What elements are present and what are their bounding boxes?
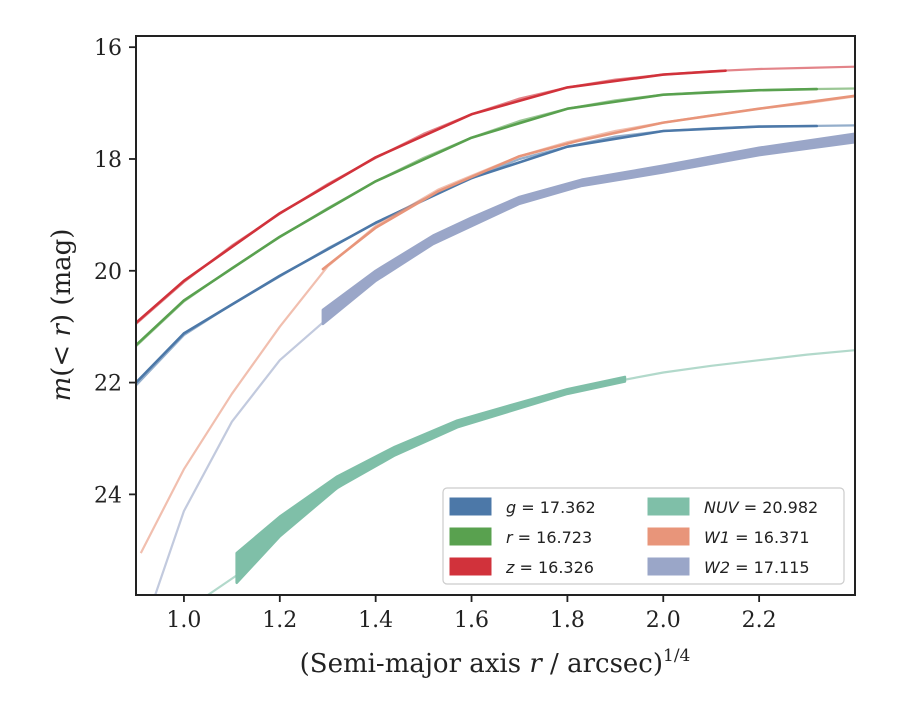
legend-swatch-r xyxy=(449,527,492,546)
x-tick-label: 1.0 xyxy=(166,608,201,633)
legend-swatch-z xyxy=(449,557,492,576)
legend-swatch-w2 xyxy=(647,557,690,576)
legend-frame xyxy=(442,487,845,585)
y-axis: 16 18 20 22 24 xyxy=(94,36,136,508)
x-tick-label: 1.6 xyxy=(454,608,489,633)
x-tick-label: 2.2 xyxy=(742,608,777,633)
x-tick-label: 2.0 xyxy=(646,608,681,633)
y-tick-label: 22 xyxy=(94,372,122,397)
measured-band-w2 xyxy=(321,132,855,326)
legend-swatch-g xyxy=(449,497,492,516)
legend-label-r: r = 16.723 xyxy=(506,528,592,547)
y-tick-label: 16 xyxy=(94,36,122,61)
legend-label-w1: W1 = 16.371 xyxy=(704,528,810,547)
x-axis: 1.0 1.2 1.4 1.6 1.8 2.0 2.2 xyxy=(166,595,777,633)
x-tick-label: 1.8 xyxy=(550,608,585,633)
y-tick-label: 24 xyxy=(94,483,122,508)
legend-swatch-w1 xyxy=(647,527,690,546)
measured-band-nuv xyxy=(235,375,627,584)
legend-label-z: z = 16.326 xyxy=(505,558,594,577)
legend-label-w2: W2 = 17.115 xyxy=(704,558,810,577)
y-tick-label: 18 xyxy=(94,148,122,173)
measured-band-g xyxy=(136,124,818,384)
legend-swatch-nuv xyxy=(647,497,690,516)
legend-label-nuv: NUV = 20.982 xyxy=(704,498,818,517)
legend: g = 17.362 r = 16.723 z = 16.326 NUV = 20.9… xyxy=(442,487,845,585)
y-axis-label: m(< r) (mag) xyxy=(47,229,77,402)
x-tick-label: 1.4 xyxy=(358,608,393,633)
measured-band-w1 xyxy=(321,94,855,271)
plot-area xyxy=(136,65,855,595)
legend-label-g: g = 17.362 xyxy=(506,498,596,517)
measured-band-z xyxy=(136,69,727,325)
x-axis-label: (Semi-major axis r / arcsec)1/4 xyxy=(300,646,691,679)
y-tick-label: 20 xyxy=(94,260,122,285)
measured-band-r xyxy=(136,87,818,347)
x-tick-label: 1.2 xyxy=(262,608,297,633)
plot-frame xyxy=(135,35,856,596)
